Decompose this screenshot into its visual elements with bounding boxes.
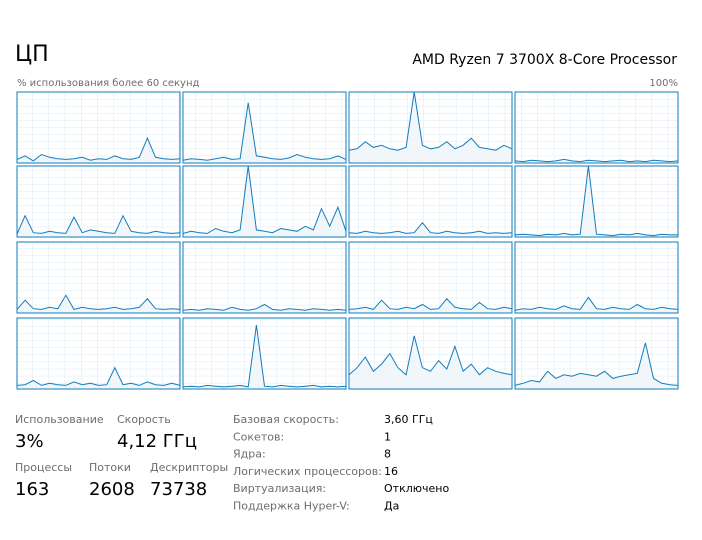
stat-label: Скорость	[117, 413, 171, 426]
core-area	[17, 138, 180, 163]
core-graph-border	[348, 165, 513, 238]
detail-value: 3,60 ГГц	[384, 413, 433, 426]
detail-value: 16	[384, 465, 398, 478]
core-line	[348, 222, 513, 234]
core-line	[182, 303, 347, 311]
core-area	[17, 295, 180, 313]
core-graph-border	[348, 241, 513, 314]
core-graph-bg	[349, 242, 512, 313]
stat-value: 73738	[150, 479, 207, 500]
detail-value: Отключено	[384, 482, 449, 495]
core-graph-bg	[183, 92, 346, 163]
core-area	[183, 166, 346, 237]
core-graph-border	[514, 91, 679, 164]
stat-value: 3%	[15, 431, 44, 452]
core-graph-bg	[183, 242, 346, 313]
core-graph-bg	[515, 92, 678, 163]
detail-value: 8	[384, 448, 391, 461]
core-area	[17, 367, 180, 389]
core-graph-bg	[349, 166, 512, 237]
core-graph-border	[348, 317, 513, 390]
core-graph-border	[514, 241, 679, 314]
core-graph-border	[182, 91, 347, 164]
core-line	[16, 294, 181, 310]
core-line	[16, 214, 181, 235]
core-graph-bg	[17, 318, 180, 389]
core-graph-bg	[17, 92, 180, 163]
graph-max-label: 100%	[649, 78, 678, 89]
stat-value: 4,12 ГГц	[117, 431, 197, 452]
core-graph-border	[16, 91, 181, 164]
core-area	[349, 222, 512, 237]
core-line	[514, 296, 679, 311]
core-area	[515, 297, 678, 313]
core-line	[514, 165, 678, 237]
core-area	[515, 342, 678, 389]
detail-label: Сокетов:	[233, 430, 284, 443]
core-line	[182, 102, 347, 161]
core-graph-border	[16, 317, 181, 390]
core-graph-border	[182, 165, 347, 238]
processor-name: AMD Ryzen 7 3700X 8-Core Processor	[412, 52, 677, 68]
core-line	[182, 325, 347, 388]
stat-value: 163	[15, 479, 49, 500]
core-line	[348, 298, 513, 310]
core-graph-border	[16, 165, 181, 238]
stat-label: Потоки	[89, 461, 131, 474]
core-graph-border	[514, 165, 679, 238]
core-area	[17, 215, 180, 237]
core-graph-bg	[17, 166, 180, 237]
core-area	[349, 92, 512, 163]
stat-label: Дескрипторы	[150, 461, 228, 474]
core-graph-border	[348, 91, 513, 164]
core-line	[16, 366, 181, 386]
core-line	[182, 165, 347, 234]
core-graph-border	[182, 317, 347, 390]
core-line	[348, 91, 513, 151]
stat-label: Процессы	[15, 461, 72, 474]
stat-label: Использование	[15, 413, 104, 426]
detail-label: Поддержка Hyper-V:	[233, 500, 350, 513]
core-line	[514, 342, 679, 386]
core-area	[183, 304, 346, 313]
detail-label: Логических процессоров:	[233, 465, 382, 478]
graph-caption: % использования более 60 секунд	[17, 78, 200, 89]
core-line	[348, 335, 513, 376]
core-graph-border	[16, 241, 181, 314]
stat-value: 2608	[89, 479, 135, 500]
core-line	[16, 136, 181, 162]
core-graph-border	[182, 241, 347, 314]
page-title: ЦП	[15, 42, 49, 67]
core-graph-bg	[183, 318, 346, 389]
detail-label: Базовая скорость:	[233, 413, 339, 426]
detail-label: Виртуализация:	[233, 482, 326, 495]
core-graph-bg	[515, 242, 678, 313]
core-graph-bg	[515, 166, 678, 237]
detail-label: Ядра:	[233, 448, 266, 461]
core-line	[514, 158, 679, 163]
core-graph-border	[514, 317, 679, 390]
detail-value: 1	[384, 430, 391, 443]
core-area	[349, 335, 512, 389]
core-graph-bg	[17, 242, 180, 313]
detail-value: Да	[384, 500, 399, 513]
